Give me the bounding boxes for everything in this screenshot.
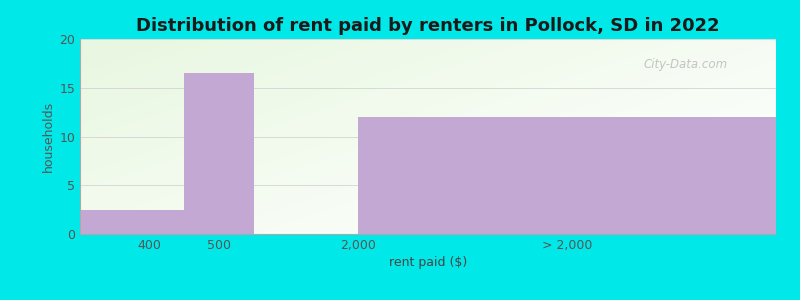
Text: City-Data.com: City-Data.com (643, 58, 727, 71)
X-axis label: rent paid ($): rent paid ($) (389, 256, 467, 269)
Bar (184, 73, 254, 234)
Title: Distribution of rent paid by renters in Pollock, SD in 2022: Distribution of rent paid by renters in … (136, 17, 720, 35)
Y-axis label: households: households (42, 101, 55, 172)
Bar (358, 117, 776, 234)
Bar (80, 210, 219, 234)
